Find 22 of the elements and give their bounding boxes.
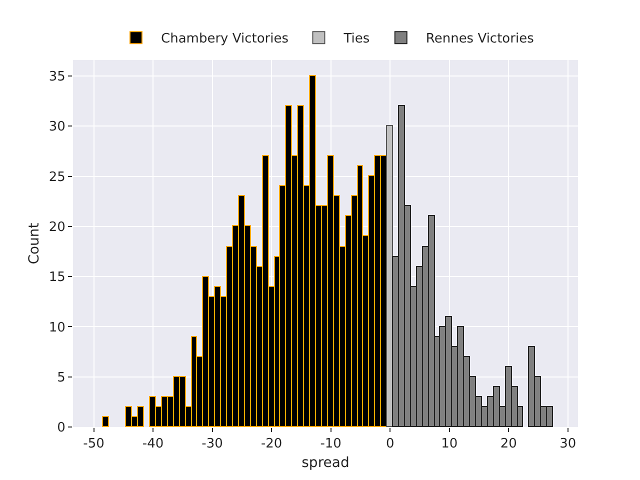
y-tick-label: 20: [48, 220, 66, 235]
y-tick-label: 5: [57, 370, 66, 386]
y-tick-label: 0: [57, 420, 66, 436]
x-tick-label: 0: [386, 436, 394, 452]
x-tick-label: 10: [441, 436, 458, 452]
legend-label: Rennes Victories: [426, 32, 534, 47]
x-tick-label: -20: [260, 436, 282, 452]
y-tick-label: 25: [48, 170, 66, 185]
y-tick-label: 15: [48, 270, 66, 286]
legend-label: Ties: [342, 32, 370, 47]
y-tick-label: 30: [48, 120, 66, 135]
x-tick-label: 30: [560, 436, 576, 452]
x-tick-label: -50: [83, 436, 104, 452]
x-tick-label: -40: [142, 436, 164, 452]
x-axis-title: spread: [302, 454, 350, 471]
legend-label: Chambery Victories: [161, 32, 289, 47]
y-tick-label: 10: [48, 320, 66, 336]
y-axis-title: Count: [26, 222, 42, 264]
x-tick-label: -10: [320, 436, 342, 452]
y-tick-label: 35: [48, 70, 66, 85]
x-tick-label: -30: [202, 436, 223, 452]
x-tick-label: 20: [500, 436, 517, 452]
